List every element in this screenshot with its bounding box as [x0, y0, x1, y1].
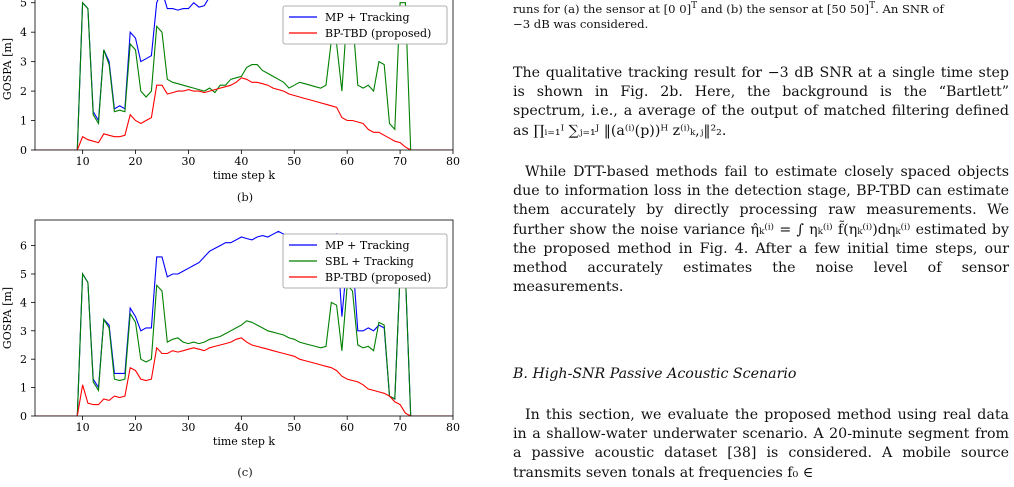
- legend: MP + Tracking BP-TBD (proposed): [282, 5, 448, 45]
- x-tick-label: 60: [340, 155, 354, 168]
- figure-column: 10 20 30 40 50 60 70 80 0 1 2 3 4 5 time step k GOSPA […: [0, 0, 478, 487]
- legend-label: SBL + Tracking: [325, 255, 414, 268]
- legend-label: MP + Tracking: [325, 239, 410, 252]
- gospa-chart-c: 10 20 30 40 50 60 70 80 0 1 2 3 4 5 6 time step k GOSPA …: [1, 219, 460, 448]
- caption-text: . An SNR of: [875, 2, 944, 16]
- caption-sup: T: [691, 1, 698, 12]
- x-tick-label: 80: [446, 155, 460, 168]
- x-axis-label: time step k: [213, 435, 275, 448]
- x-tick-label: 50: [287, 155, 301, 168]
- legend-box: [282, 233, 448, 289]
- axes-frame: [34, 219, 454, 417]
- y-tick-label: 0: [20, 144, 27, 157]
- y-tick-label: 0: [20, 410, 27, 423]
- y-tick-label: 5: [20, 268, 27, 281]
- legend-label: BP-TBD (proposed): [325, 27, 431, 40]
- gospa-chart-b: 10 20 30 40 50 60 70 80 0 1 2 3 4 5 time step k GOSPA […: [1, 0, 460, 182]
- y-tick-label: 5: [20, 0, 27, 10]
- x-tick-label: 20: [129, 421, 143, 434]
- series-line-bp-tbd-proposed: [35, 337, 453, 416]
- y-tick-label: 3: [20, 56, 27, 69]
- paragraph-1: The qualitative tracking result for −3 d…: [513, 64, 1009, 141]
- y-tick-label: 4: [20, 26, 27, 39]
- series-line-mp-tracking: [35, 0, 209, 150]
- series-line-bp-tbd-proposed: [35, 77, 453, 150]
- y-axis-label: GOSPA [m]: [1, 38, 14, 100]
- plot-area: 10 20 30 40 50 60 70 80 0 1 2 3 4 5 time step k GOSPA […: [1, 0, 460, 182]
- series-line-unnamed-1: [35, 1, 453, 150]
- x-tick-label: 50: [287, 421, 301, 434]
- figure-caption: runs for (a) the sensor at [0 0]T and (b…: [513, 2, 1009, 32]
- y-tick-label: 1: [20, 115, 27, 128]
- legend-box: [282, 5, 448, 45]
- paragraph-text: In this section, we evaluate the propose…: [513, 407, 1009, 481]
- legend-label: MP + Tracking: [325, 11, 410, 24]
- section-heading: B. High-SNR Passive Acoustic Scenario: [513, 366, 797, 382]
- paragraph-text: The qualitative tracking result for −3 d…: [513, 65, 1009, 139]
- legend-label: BP-TBD (proposed): [325, 271, 431, 284]
- x-tick-label: 70: [393, 155, 407, 168]
- y-tick-label: 3: [20, 325, 27, 338]
- x-axis-label: time step k: [213, 169, 275, 182]
- y-tick-label: 6: [20, 240, 27, 253]
- sublabel-c: (c): [237, 465, 253, 479]
- series-line-sbl-tracking: [35, 272, 453, 416]
- x-tick-label: 10: [76, 155, 90, 168]
- legend: MP + Tracking SBL + Tracking BP-TBD (propo…: [282, 233, 448, 289]
- x-tick-label: 30: [181, 155, 195, 168]
- equation: ∏ᵢ₌₁ᴵ ∑ⱼ₌₁ᴶ ‖(a⁽ⁱ⁾(p))ᴴ z⁽ⁱ⁾ₖ,ⱼ‖²₂.: [533, 122, 727, 139]
- equation: η̂ₖ⁽ⁱ⁾ = ∫ ηₖ⁽ⁱ⁾ f̃(ηₖ⁽ⁱ⁾)dηₖ⁽ⁱ⁾: [750, 221, 911, 238]
- caption-text: −3 dB was considered.: [513, 17, 649, 31]
- caption-text: and (b) the sensor at [50 50]: [697, 2, 870, 16]
- y-tick-label: 1: [20, 382, 27, 395]
- y-tick-label: 2: [20, 353, 27, 366]
- x-tick-label: 80: [446, 421, 460, 434]
- x-tick-label: 30: [181, 421, 195, 434]
- paragraph-text: While DTT-based methods fail to estimate…: [513, 164, 1009, 238]
- x-tick-label: 60: [340, 421, 354, 434]
- paragraph-2: While DTT-based methods fail to estimate…: [513, 163, 1009, 297]
- x-tick-label: 10: [76, 421, 90, 434]
- x-tick-label: 40: [234, 421, 248, 434]
- caption-sup: T: [869, 1, 876, 12]
- sublabel-b: (b): [236, 190, 254, 204]
- y-tick-label: 4: [20, 296, 27, 309]
- x-tick-label: 70: [393, 421, 407, 434]
- plot-area: 10 20 30 40 50 60 70 80 0 1 2 3 4 5 6 time step k GOSPA …: [1, 219, 460, 448]
- paragraph-3: In this section, we evaluate the propose…: [513, 406, 1009, 483]
- caption-text: runs for (a) the sensor at [0 0]: [513, 2, 692, 16]
- y-axis-label: GOSPA [m]: [1, 287, 14, 349]
- x-tick-label: 20: [129, 155, 143, 168]
- paragraph-text: estimated by the proposed method in Fig.…: [513, 221, 1010, 296]
- y-tick-label: 2: [20, 85, 27, 98]
- axes-frame: [34, 0, 454, 151]
- text-column: runs for (a) the sensor at [0 0]T and (b…: [513, 0, 1009, 487]
- x-tick-label: 40: [234, 155, 248, 168]
